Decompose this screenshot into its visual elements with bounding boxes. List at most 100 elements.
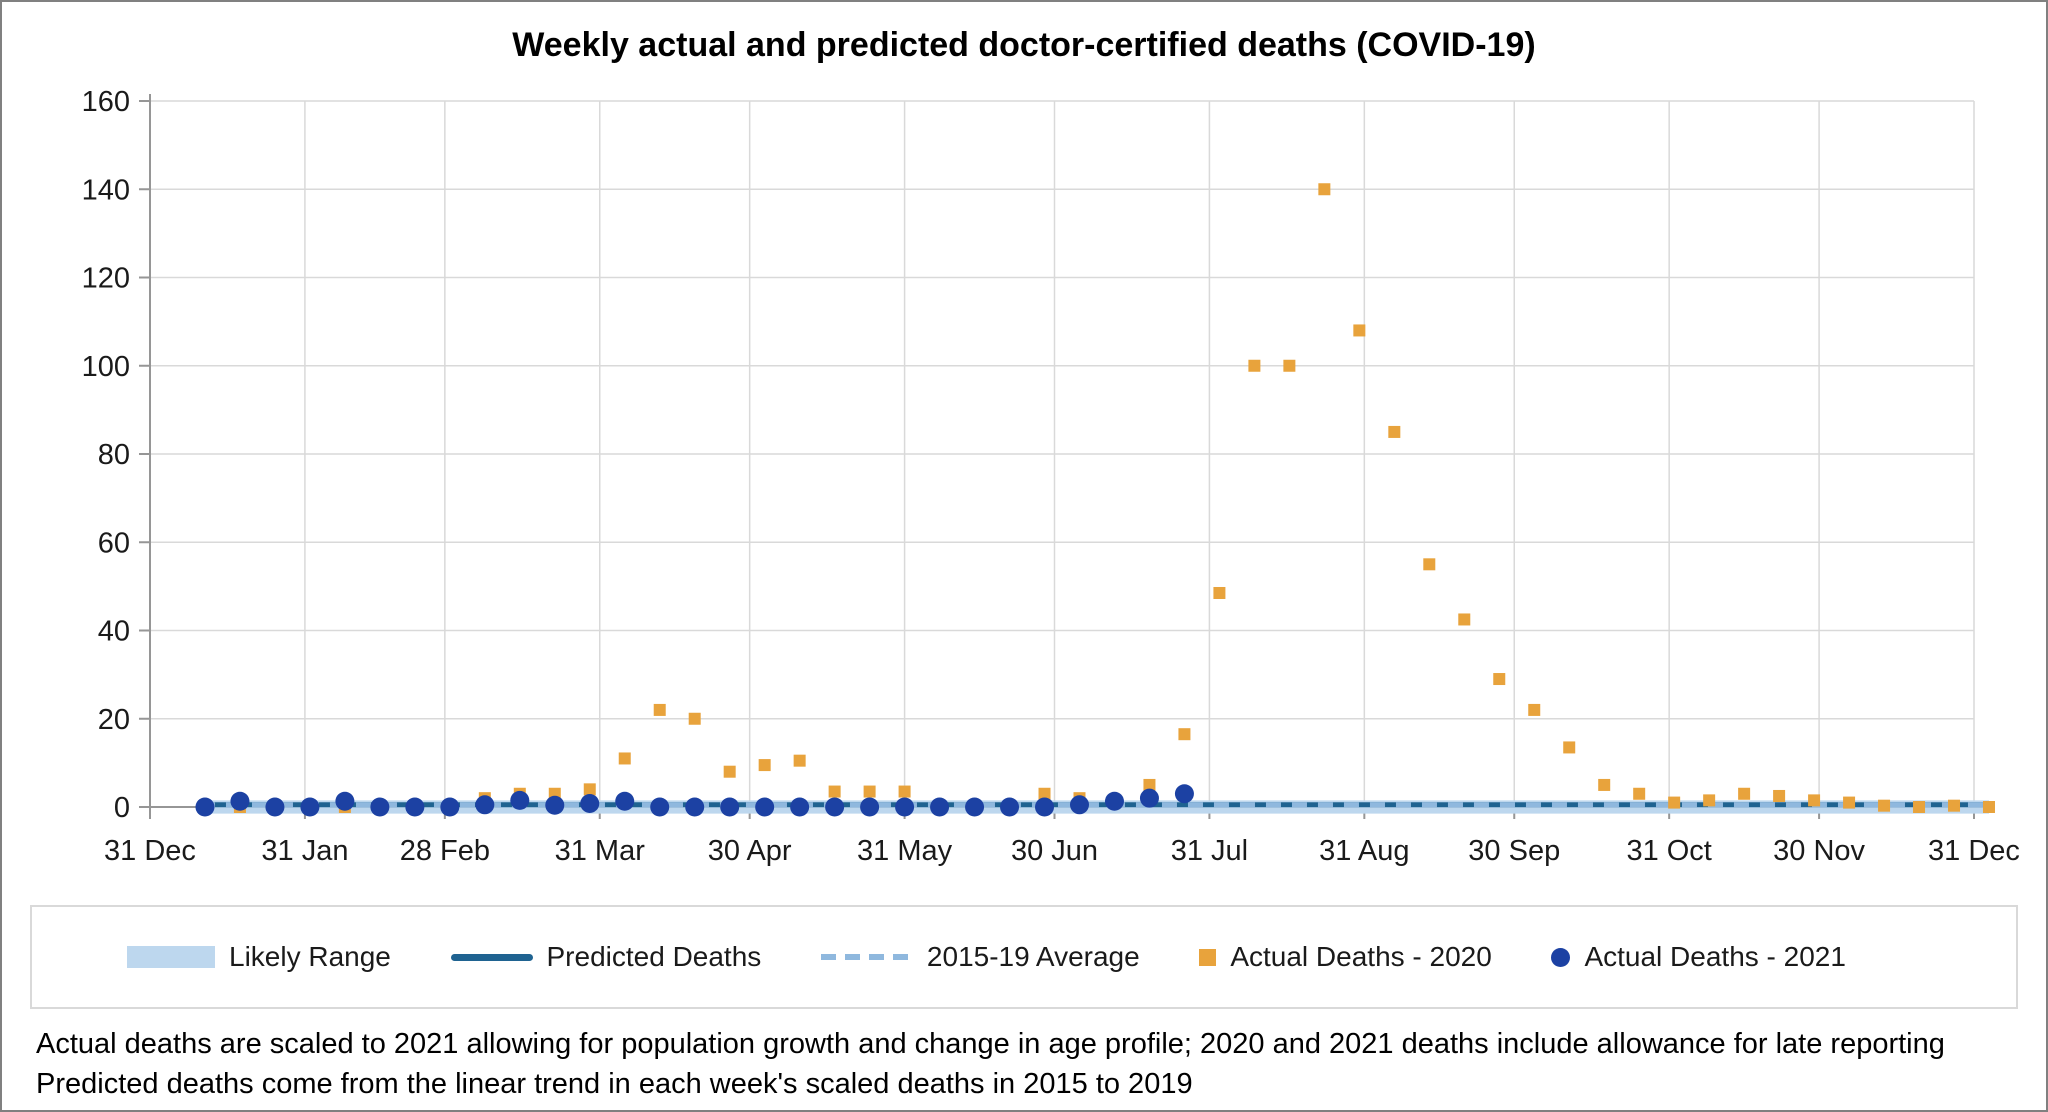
data-point-2020 — [793, 754, 806, 767]
y-tick-label: 80 — [98, 439, 130, 471]
data-point-2021 — [685, 797, 705, 817]
y-tick-label: 140 — [82, 174, 130, 206]
footnote-line-2: Predicted deaths come from the linear tr… — [36, 1068, 1193, 1100]
data-point-2020 — [863, 785, 876, 798]
legend-item-predicted-deaths: Predicted Deaths — [450, 941, 762, 973]
legend-label: Actual Deaths - 2021 — [1584, 941, 1846, 972]
square-marker-swatch — [1199, 948, 1217, 966]
data-point-2020 — [1843, 796, 1856, 809]
data-point-2020 — [758, 759, 771, 772]
x-tick-label: 31 May — [857, 835, 953, 867]
data-point-2021 — [335, 791, 355, 811]
data-point-2021 — [615, 791, 635, 811]
data-point-2021 — [545, 795, 565, 815]
x-tick-label: 31 Dec — [104, 835, 196, 867]
data-point-2020 — [1913, 801, 1926, 813]
data-point-2021 — [230, 791, 250, 811]
data-point-2020 — [1703, 794, 1716, 807]
data-point-2021 — [1174, 784, 1194, 804]
data-point-2020 — [723, 765, 736, 778]
circle-marker-swatch — [1551, 947, 1571, 967]
data-point-2021 — [650, 797, 670, 817]
data-point-2021 — [1035, 797, 1055, 817]
data-point-2020 — [618, 752, 631, 765]
data-point-2020 — [1563, 741, 1576, 754]
data-point-2020 — [1178, 728, 1191, 741]
data-point-2020 — [583, 783, 596, 796]
page-title: Weekly actual and predicted doctor-certi… — [512, 26, 1536, 64]
data-point-2020 — [653, 703, 666, 716]
y-tick-label: 40 — [98, 616, 130, 648]
x-tick-label: 28 Feb — [400, 835, 490, 867]
footnote-line-1: Actual deaths are scaled to 2021 allowin… — [36, 1028, 1945, 1060]
data-point-2020 — [1668, 796, 1681, 809]
data-point-2020 — [1248, 359, 1261, 372]
data-point-2021 — [930, 797, 950, 817]
legend-label: Likely Range — [229, 941, 391, 972]
data-point-2020 — [1423, 558, 1436, 571]
data-point-2020 — [1528, 703, 1541, 716]
x-tick-label: 31 Dec — [1928, 835, 2020, 867]
likely-range-swatch — [127, 946, 215, 968]
data-point-2021 — [265, 797, 285, 817]
data-point-2021 — [1104, 791, 1124, 811]
data-point-2020 — [1318, 183, 1331, 196]
data-point-2021 — [580, 793, 600, 813]
data-point-2021 — [755, 797, 775, 817]
data-point-2021 — [440, 797, 460, 817]
legend-label: 2015-19 Average — [926, 941, 1140, 972]
data-point-2021 — [895, 797, 915, 817]
data-point-2020 — [1458, 613, 1471, 626]
chart-legend: Likely Range Predicted Deaths 2015-19 Av… — [30, 905, 2018, 1009]
y-tick-label: 0 — [114, 792, 130, 824]
data-point-2021 — [720, 797, 740, 817]
data-point-2020 — [898, 785, 911, 798]
data-point-2020 — [1143, 778, 1156, 791]
data-point-2020 — [1213, 586, 1226, 599]
chart-plot: 0 20 40 60 80 100 120 140 160 31 Dec 31 Jan 28 Feb 3… — [82, 86, 2020, 867]
data-point-2020 — [1948, 799, 1961, 812]
data-point-2021 — [860, 797, 880, 817]
data-point-2020 — [1738, 787, 1751, 800]
data-point-2020 — [828, 785, 841, 798]
y-tick-label: 100 — [82, 351, 130, 383]
y-tick-label: 20 — [98, 704, 130, 736]
chart-footnotes: Actual deaths are scaled to 2021 allowin… — [36, 1024, 2026, 1104]
y-tick-label: 120 — [82, 263, 130, 295]
data-point-2020 — [688, 712, 701, 725]
data-point-2020 — [1773, 789, 1786, 802]
data-point-2020 — [1982, 801, 1995, 813]
data-point-2020 — [1493, 673, 1506, 686]
x-tick-label: 31 Mar — [555, 835, 646, 867]
legend-item-likely-range: Likely Range — [127, 941, 391, 973]
data-point-2021 — [370, 797, 390, 817]
data-point-2021 — [1000, 797, 1020, 817]
data-point-2021 — [1069, 795, 1089, 815]
legend-item-actual-2021: Actual Deaths - 2021 — [1551, 941, 1846, 973]
data-point-2021 — [790, 797, 810, 817]
x-tick-label: 31 Aug — [1319, 835, 1409, 867]
data-point-2020 — [1808, 794, 1821, 807]
data-point-2020 — [1878, 799, 1891, 812]
x-tick-label: 31 Jan — [261, 835, 348, 867]
y-tick-label: 60 — [98, 527, 130, 559]
x-tick-label: 31 Jul — [1171, 835, 1248, 867]
data-point-2021 — [825, 797, 845, 817]
x-tick-label: 31 Oct — [1626, 835, 1711, 867]
data-point-2021 — [510, 790, 530, 810]
data-point-2020 — [1633, 787, 1646, 800]
data-point-2020 — [1388, 425, 1401, 438]
data-point-2021 — [300, 797, 320, 817]
predicted-line-swatch — [450, 953, 533, 961]
data-point-2020 — [1038, 787, 1051, 800]
x-tick-label: 30 Nov — [1773, 835, 1865, 867]
data-point-2021 — [1139, 788, 1159, 808]
x-tick-label: 30 Jun — [1011, 835, 1098, 867]
legend-label: Predicted Deaths — [546, 941, 762, 972]
data-point-2021 — [405, 797, 425, 817]
data-point-2020 — [1353, 324, 1366, 337]
data-point-2020 — [1598, 778, 1611, 791]
legend-item-average: 2015-19 Average — [820, 941, 1140, 973]
y-tick-label: 160 — [82, 86, 130, 118]
legend-label: Actual Deaths - 2020 — [1230, 941, 1492, 972]
